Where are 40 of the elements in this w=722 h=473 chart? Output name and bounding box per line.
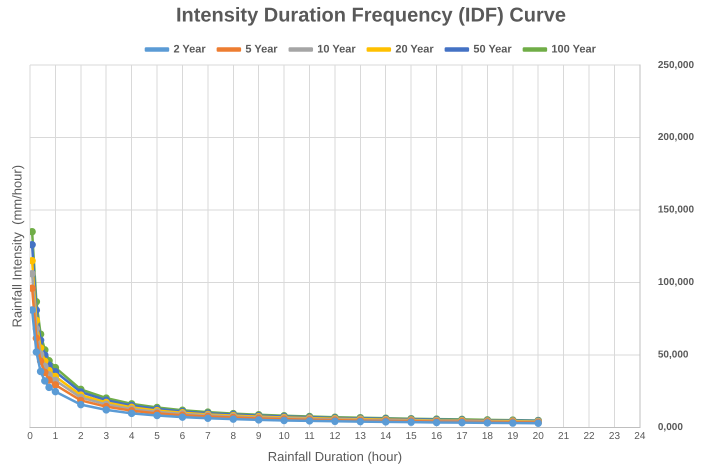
x-tick-label: 20	[532, 431, 544, 442]
legend-label: 100 Year	[551, 44, 597, 56]
x-tick-label: 1	[52, 431, 59, 442]
x-tick-label: 16	[431, 431, 443, 442]
x-tick-label: 6	[180, 431, 186, 442]
x-tick-label: 9	[256, 431, 262, 442]
x-tick-label: 21	[558, 431, 570, 442]
chart-title: Intensity Duration Frequency (IDF) Curve	[176, 4, 566, 27]
x-tick-label: 14	[380, 431, 392, 442]
y-tick-label: 0,000	[658, 422, 684, 434]
x-tick-label: 5	[154, 431, 160, 442]
x-tick-label: 23	[608, 431, 620, 442]
x-tick-label: 24	[634, 431, 646, 442]
legend-label: 5 Year	[245, 44, 278, 56]
x-tick-label: 10	[278, 431, 290, 442]
x-tick-label: 3	[103, 431, 110, 442]
x-tick-label: 15	[406, 431, 418, 442]
x-tick-label: 17	[456, 431, 468, 442]
x-tick-label: 8	[230, 431, 237, 442]
x-tick-label: 18	[482, 431, 494, 442]
x-tick-label: 7	[205, 431, 212, 442]
y-tick-label: 100,000	[658, 277, 694, 288]
legend-label: 2 Year	[173, 44, 206, 56]
y-tick-label: 50,000	[658, 350, 689, 361]
legend-label: 10 Year	[317, 44, 356, 56]
x-tick-label: 2	[78, 431, 84, 442]
y-tick-label: 200,000	[658, 132, 694, 144]
x-tick-label: 12	[329, 431, 341, 442]
x-tick-label: 22	[583, 431, 596, 442]
y-tick-label: 150,000	[658, 204, 694, 216]
x-tick-label: 11	[304, 431, 316, 442]
y-tick-label: 250,000	[658, 60, 694, 71]
x-tick-label: 4	[128, 431, 135, 442]
legend-label: 50 Year	[473, 44, 512, 56]
x-axis-title: Rainfall Duration (hour)	[268, 448, 402, 464]
x-tick-label: 0	[27, 431, 34, 442]
y-axis-title: Rainfall Intensity (mm/hour)	[10, 164, 25, 328]
x-tick-label: 13	[354, 431, 366, 442]
x-tick-label: 19	[507, 431, 519, 442]
legend-label: 20 Year	[395, 44, 434, 56]
